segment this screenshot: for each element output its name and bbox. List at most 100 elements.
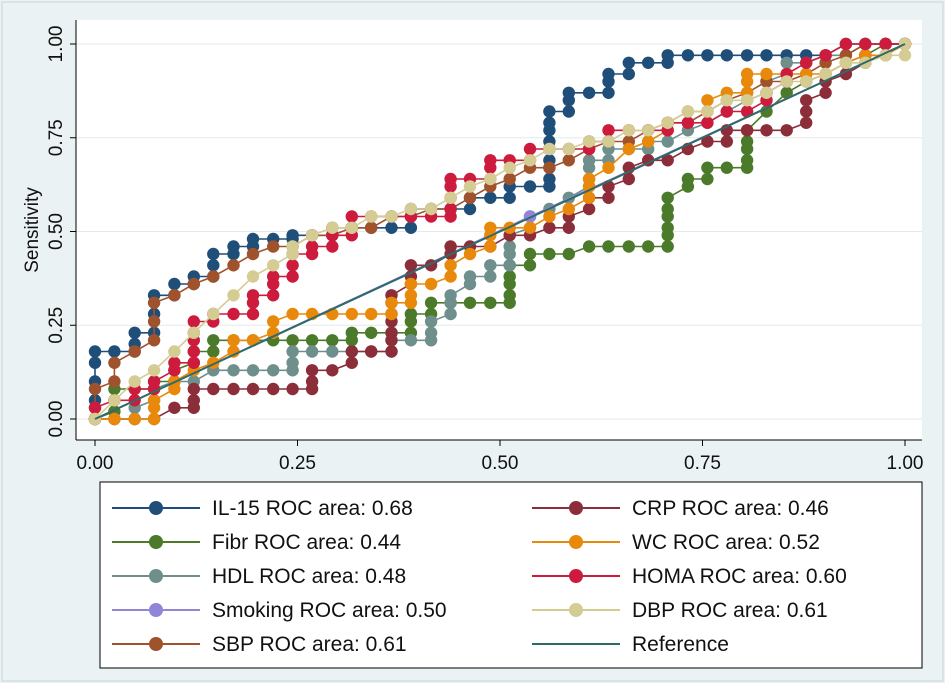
data-point-homa <box>246 307 260 321</box>
data-point-wc <box>701 94 714 107</box>
legend-item: DBP ROC area: 0.61 <box>532 599 828 622</box>
data-point-dbp <box>108 394 121 407</box>
data-point-dbp <box>543 142 556 156</box>
data-point-homa <box>681 116 695 129</box>
data-point-fibr <box>305 334 319 347</box>
data-point-homa <box>720 105 733 118</box>
legend-swatch-marker <box>149 535 163 549</box>
data-point-homa <box>267 289 280 302</box>
data-point-il-15 <box>622 56 635 69</box>
data-point-sbp <box>128 345 141 358</box>
data-point-dbp <box>800 75 813 88</box>
data-point-il-15 <box>227 240 240 253</box>
data-point-crp <box>562 221 575 234</box>
data-point-wc <box>424 277 438 291</box>
x-tick-label: 1.00 <box>887 453 924 474</box>
data-point-sbp <box>463 191 477 204</box>
data-point-dbp <box>365 210 378 223</box>
data-point-dbp <box>582 135 596 148</box>
data-point-wc <box>267 315 280 328</box>
data-point-il-15 <box>701 49 714 62</box>
data-point-homa <box>246 289 260 302</box>
data-point-sbp <box>147 296 161 309</box>
data-point-fibr <box>463 296 477 309</box>
data-point-homa <box>444 172 457 186</box>
legend-swatch-marker <box>149 637 163 651</box>
data-point-fibr <box>365 326 378 339</box>
data-point-il-15 <box>740 49 754 62</box>
data-point-hdl <box>326 345 339 358</box>
data-point-crp <box>404 259 418 272</box>
data-point-crp <box>326 364 339 377</box>
data-point-dbp <box>720 94 733 107</box>
data-point-fibr <box>503 289 516 302</box>
legend-item: Fibr ROC area: 0.44 <box>112 531 401 554</box>
legend-box <box>99 481 923 669</box>
data-point-homa <box>168 356 181 369</box>
data-point-hdl <box>444 289 457 302</box>
data-point-sbp <box>108 375 121 388</box>
data-point-wc <box>444 270 457 283</box>
legend-label: SBP ROC area: 0.61 <box>212 633 407 656</box>
x-tick-label: 0.75 <box>684 453 721 474</box>
data-point-fibr <box>661 191 674 204</box>
data-point-dbp <box>562 142 575 156</box>
data-point-crp <box>345 345 358 358</box>
data-point-homa <box>286 270 299 283</box>
data-point-wc <box>385 296 398 309</box>
data-point-crp <box>286 382 299 396</box>
data-point-dbp <box>128 375 141 388</box>
data-point-homa <box>602 124 615 137</box>
data-point-dbp <box>701 105 714 118</box>
data-point-fibr <box>424 296 438 309</box>
legend-label: CRP ROC area: 0.46 <box>632 497 829 520</box>
data-point-il-15 <box>562 86 575 100</box>
data-point-fibr <box>503 270 516 283</box>
data-point-dbp <box>503 161 516 174</box>
x-axis-ticks: 0.00 0.25 0.50 0.75 1.00 <box>77 440 924 474</box>
data-point-fibr <box>345 326 358 339</box>
data-point-dbp <box>760 86 773 100</box>
data-point-fibr <box>523 259 537 272</box>
data-point-crp <box>345 356 358 369</box>
legend-item: IL-15 ROC area: 0.68 <box>112 497 413 520</box>
legend-item: Reference <box>532 633 729 656</box>
data-point-fibr <box>207 334 220 347</box>
data-point-il-15 <box>602 67 615 81</box>
data-point-dbp <box>147 364 161 377</box>
data-point-homa <box>187 315 200 328</box>
data-point-dbp <box>168 345 181 358</box>
data-point-sbp <box>207 270 220 283</box>
data-point-il-15 <box>543 105 556 118</box>
data-point-fibr <box>642 240 655 253</box>
data-point-wc <box>740 67 754 81</box>
legend-label: Smoking ROC area: 0.50 <box>212 599 447 622</box>
data-point-fibr <box>661 221 674 234</box>
data-point-sbp <box>562 154 575 167</box>
data-point-il-15 <box>642 56 655 69</box>
data-point-wc <box>365 307 378 321</box>
data-point-fibr <box>484 296 497 309</box>
series-layer <box>88 37 912 426</box>
data-point-homa <box>88 401 102 414</box>
data-point-wc <box>602 161 615 174</box>
data-point-crp <box>227 382 240 396</box>
data-point-sbp <box>147 315 161 328</box>
data-point-crp <box>819 86 832 100</box>
data-point-wc <box>404 289 418 302</box>
data-point-crp <box>760 124 773 137</box>
data-point-crp <box>661 154 674 167</box>
y-tick-label: 0.50 <box>46 213 67 250</box>
data-point-dbp <box>642 124 655 137</box>
legend-swatch-marker <box>149 569 163 583</box>
data-point-il-15 <box>760 49 773 62</box>
data-point-homa <box>345 210 358 223</box>
data-point-homa <box>859 37 872 51</box>
data-point-wc <box>147 412 161 426</box>
data-point-sbp <box>543 161 556 174</box>
data-point-dbp <box>523 154 537 167</box>
data-point-dbp <box>305 229 319 242</box>
data-point-homa <box>523 142 537 156</box>
legend-label: WC ROC area: 0.52 <box>632 531 820 554</box>
data-point-hdl <box>267 364 280 377</box>
